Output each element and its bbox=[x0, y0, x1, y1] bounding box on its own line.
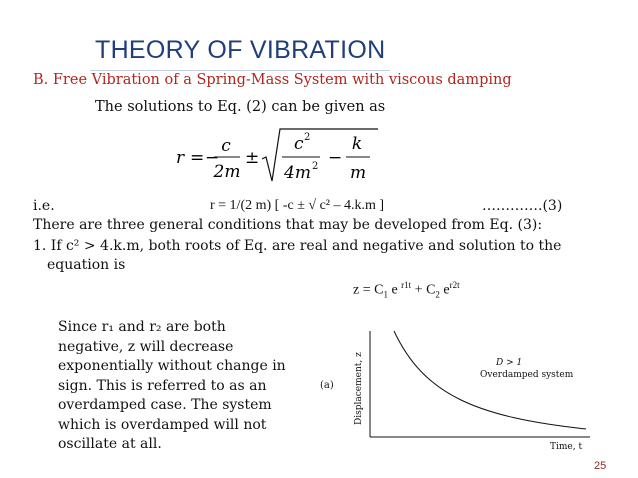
eq-minus: − bbox=[205, 148, 219, 168]
eq-equals: = bbox=[190, 148, 204, 168]
eq-minus-2: − bbox=[328, 148, 342, 168]
eq-k: k bbox=[352, 134, 362, 154]
eq-m: m bbox=[350, 163, 366, 183]
eq-sqrt-sign bbox=[261, 128, 378, 182]
overdamped-figure: (a) Displacement, z D > 1 Overdamped sys… bbox=[306, 325, 602, 453]
eq-4m2: 4m bbox=[283, 163, 311, 183]
figure-panel-label: (a) bbox=[320, 380, 334, 391]
condition-1-line: 1. If c² > 4.k.m, both roots of Eq. are … bbox=[33, 238, 562, 254]
equation-number: ………….(3) bbox=[482, 198, 563, 214]
overdamped-note: Since r₁ and r₂ are both negative, z wil… bbox=[58, 319, 286, 452]
figure-annotation-label: Overdamped system bbox=[480, 370, 574, 380]
page-number: 25 bbox=[594, 460, 607, 472]
ie-label: i.e. bbox=[33, 198, 55, 214]
figure-x-label: Time, t bbox=[550, 442, 582, 452]
title-underline bbox=[90, 70, 390, 71]
root-formula-text: r = 1/(2 m) [ -c ± √ c² – 4.k.m ] bbox=[210, 198, 385, 213]
figure-annotation-d: D > 1 bbox=[495, 358, 522, 368]
figure-y-label: Displacement, z bbox=[354, 352, 364, 425]
eq-2m: 2m bbox=[213, 162, 241, 182]
conditions-line: There are three general conditions that … bbox=[33, 217, 543, 233]
eq-plus-minus: ± bbox=[245, 148, 259, 168]
condition-1-continuation: equation is bbox=[47, 257, 126, 273]
figure-decay-curve bbox=[393, 330, 587, 430]
overdamped-solution: z = C1 e r1t + C2 er2t bbox=[353, 280, 460, 300]
intro-text: The solutions to Eq. (2) can be given as bbox=[95, 99, 386, 115]
section-subtitle: B. Free Vibration of a Spring-Mass Syste… bbox=[33, 72, 512, 88]
eq-4m2-exp: 2 bbox=[312, 161, 318, 172]
root-equation-image: r = − c 2m ± c 2 4m 2 − k m bbox=[176, 128, 378, 183]
eq-c2: c bbox=[294, 134, 304, 154]
slide-title: THEORY OF VIBRATION bbox=[95, 36, 386, 64]
eq-c: c bbox=[221, 136, 231, 156]
eq-r: r bbox=[176, 148, 185, 168]
eq-c2-exp: 2 bbox=[304, 132, 310, 143]
